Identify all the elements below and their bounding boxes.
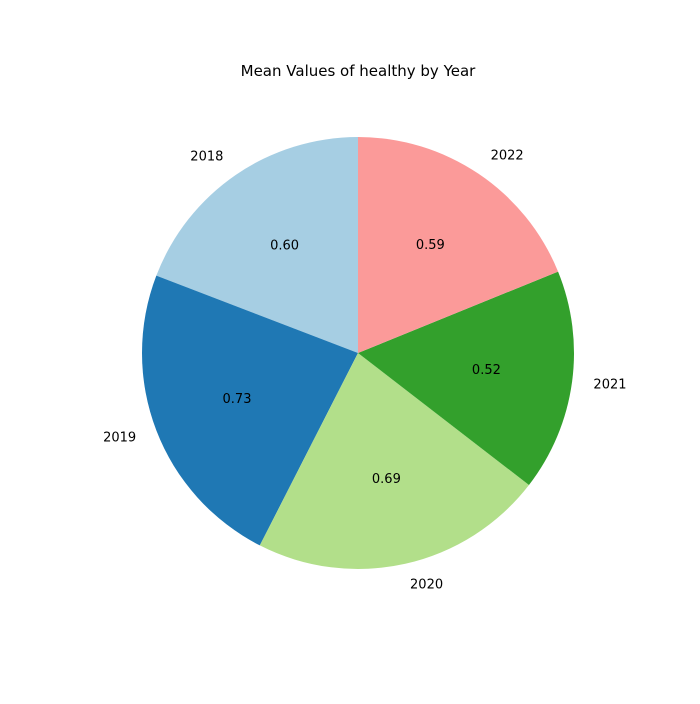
pie-slice-2019: [142, 275, 358, 546]
slice-category-label: 2020: [410, 577, 443, 592]
pie-slice-2022: [358, 137, 559, 353]
pie-slice-2021: [358, 271, 574, 485]
pie-slice-2018: [156, 137, 358, 353]
slice-value-label: 0.73: [223, 392, 252, 407]
pie-slice-2020: [259, 353, 529, 569]
slice-value-label: 0.52: [472, 363, 501, 378]
pie-slices: [142, 137, 574, 569]
chart-title: Mean Values of healthy by Year: [241, 62, 477, 80]
pie-labels: 2018 0.60 2019 0.73 2020 0.69 2021 0.52 2022 0.59: [103, 148, 626, 592]
slice-value-label: 0.60: [270, 239, 299, 254]
slice-category-label: 2019: [103, 431, 136, 446]
slice-value-label: 0.59: [416, 238, 445, 253]
slice-category-label: 2022: [491, 148, 524, 163]
slice-category-label: 2021: [593, 378, 626, 393]
slice-value-label: 0.69: [372, 472, 401, 487]
slice-category-label: 2018: [190, 150, 223, 165]
